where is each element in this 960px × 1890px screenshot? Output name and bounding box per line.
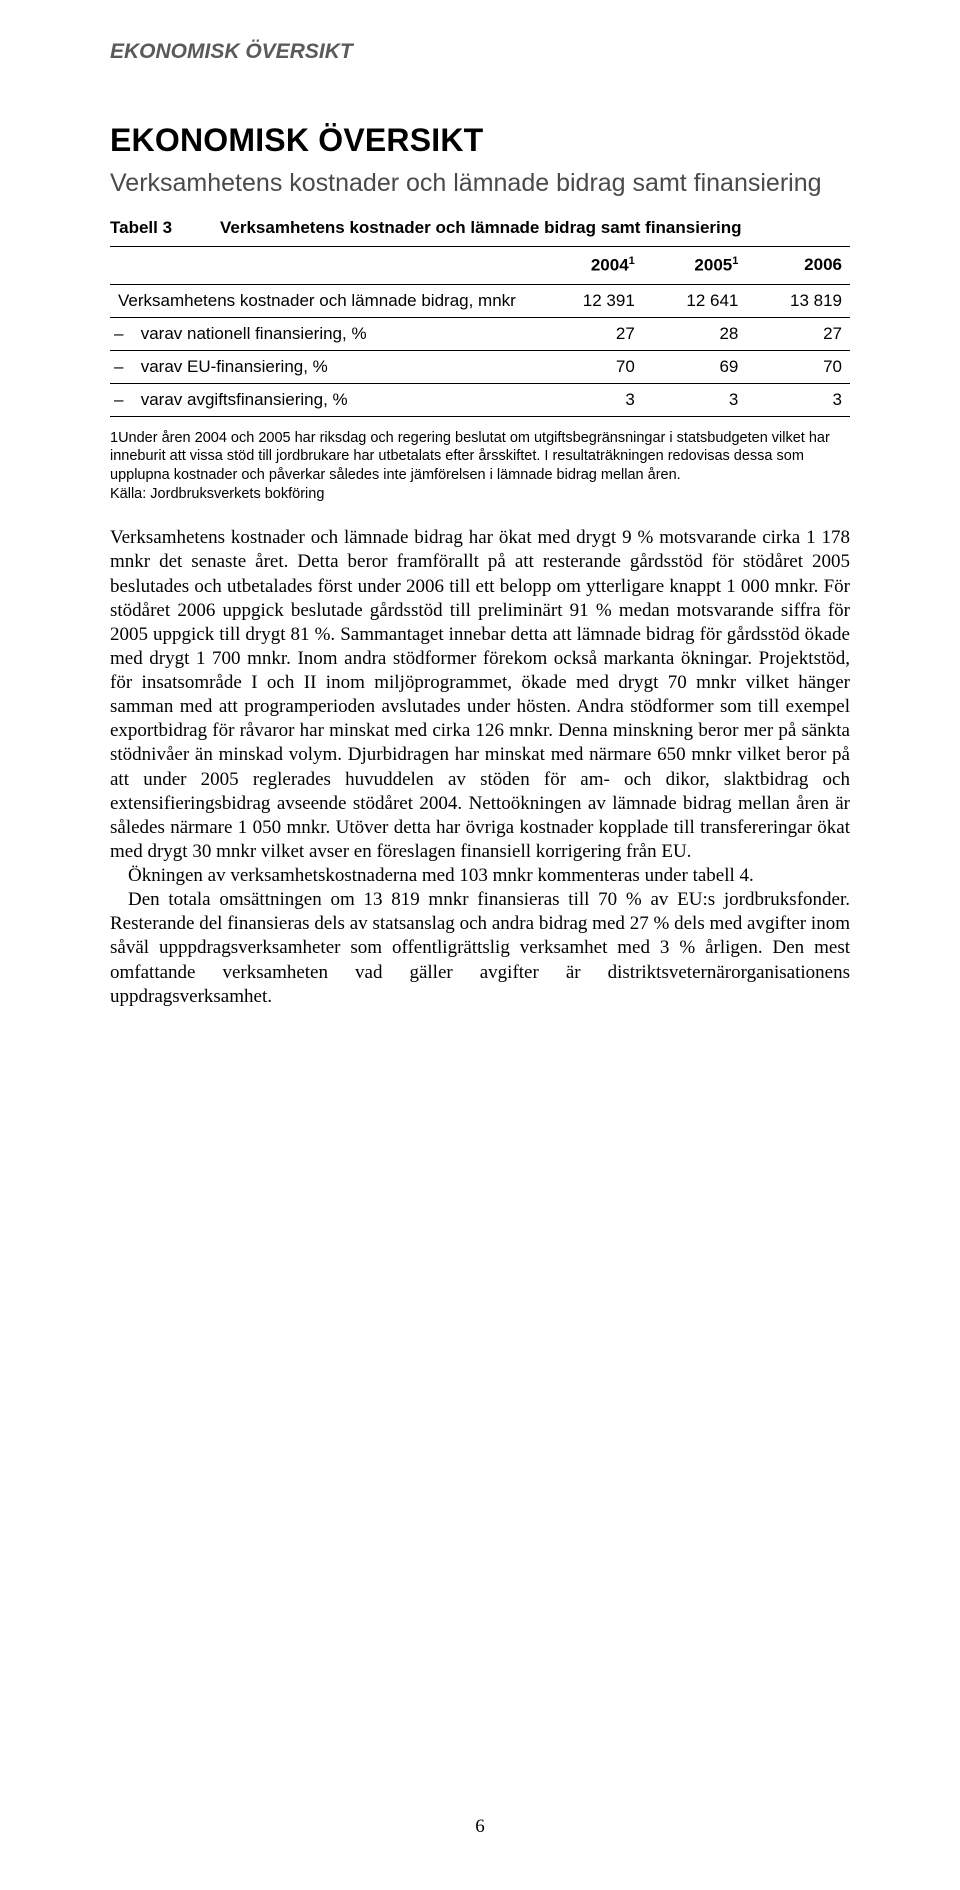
col-header-2005: 20051 xyxy=(643,247,747,285)
row-value: 12 641 xyxy=(643,284,747,317)
page-title: EKONOMISK ÖVERSIKT xyxy=(110,122,850,159)
row-label: varav avgiftsfinansiering, % xyxy=(110,383,539,416)
row-label: varav EU-finansiering, % xyxy=(110,350,539,383)
page-number: 6 xyxy=(0,1816,960,1838)
table-row: varav avgiftsfinansiering, % 3 3 3 xyxy=(110,383,850,416)
row-value: 3 xyxy=(746,383,850,416)
paragraph: Den totala omsättningen om 13 819 mnkr f… xyxy=(110,888,850,1009)
row-label: Verksamhetens kostnader och lämnade bidr… xyxy=(110,284,539,317)
table-source: Källa: Jordbruksverkets bokföring xyxy=(110,486,850,502)
page-subtitle: Verksamhetens kostnader och lämnade bidr… xyxy=(110,169,850,198)
paragraph: Ökningen av verksamhetskostnaderna med 1… xyxy=(110,864,850,888)
col-header-empty xyxy=(110,247,539,285)
row-value: 3 xyxy=(643,383,747,416)
table-caption-label: Tabell 3 xyxy=(110,218,220,238)
page: EKONOMISK ÖVERSIKT EKONOMISK ÖVERSIKT Ve… xyxy=(0,0,960,1890)
table-caption: Tabell 3 Verksamhetens kostnader och läm… xyxy=(110,218,850,238)
paragraph: Verksamhetens kostnader och lämnade bidr… xyxy=(110,526,850,864)
row-value: 70 xyxy=(746,350,850,383)
body-text: Verksamhetens kostnader och lämnade bidr… xyxy=(110,526,850,1009)
table-caption-text: Verksamhetens kostnader och lämnade bidr… xyxy=(220,218,850,238)
row-value: 69 xyxy=(643,350,747,383)
col-header-2004: 20041 xyxy=(539,247,643,285)
table-header-row: 20041 20051 2006 xyxy=(110,247,850,285)
row-label: varav nationell finansiering, % xyxy=(110,317,539,350)
finance-table: 20041 20051 2006 Verksamhetens kostnader… xyxy=(110,246,850,417)
row-value: 12 391 xyxy=(539,284,643,317)
row-value: 13 819 xyxy=(746,284,850,317)
running-header: EKONOMISK ÖVERSIKT xyxy=(110,40,850,64)
table-row: varav nationell finansiering, % 27 28 27 xyxy=(110,317,850,350)
table-row: Verksamhetens kostnader och lämnade bidr… xyxy=(110,284,850,317)
table-footnote: 1Under åren 2004 och 2005 har riksdag oc… xyxy=(110,429,850,485)
row-value: 70 xyxy=(539,350,643,383)
row-value: 27 xyxy=(746,317,850,350)
col-header-2006: 2006 xyxy=(746,247,850,285)
table-row: varav EU-finansiering, % 70 69 70 xyxy=(110,350,850,383)
row-value: 27 xyxy=(539,317,643,350)
row-value: 3 xyxy=(539,383,643,416)
row-value: 28 xyxy=(643,317,747,350)
